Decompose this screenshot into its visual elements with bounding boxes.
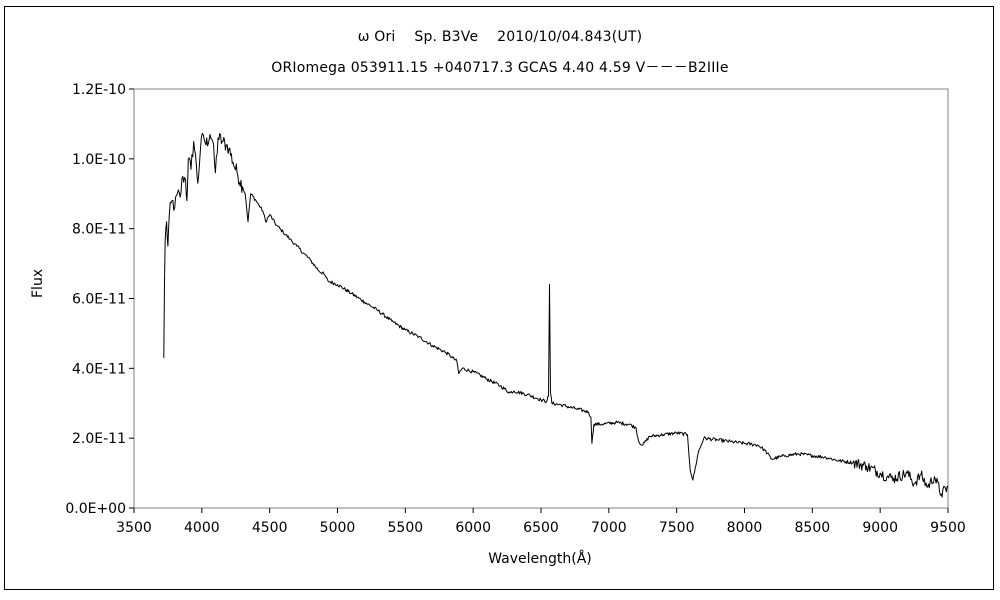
x-tick-label: 9000 — [862, 520, 898, 536]
x-tick-label: 8000 — [727, 520, 763, 536]
x-tick-label: 4500 — [252, 520, 288, 536]
x-tick-label: 6000 — [455, 520, 491, 536]
y-tick-label: 2.0E-11 — [72, 431, 126, 447]
x-tick-label: 4000 — [184, 520, 220, 536]
y-tick-label: 1.2E-10 — [72, 82, 126, 98]
axes: 0.0E+00 2.0E-11 4.0E-11 6.0E-11 8.0E-11 1.0E-… — [65, 82, 965, 536]
x-tick-label: 5000 — [320, 520, 356, 536]
flux-series-line — [163, 132, 949, 498]
y-tick-label: 4.0E-11 — [72, 361, 126, 377]
x-tick-label: 3500 — [116, 520, 152, 536]
y-tick-label: 8.0E-11 — [72, 222, 126, 238]
x-tick-label: 6500 — [523, 520, 559, 536]
chart-title: ω Ori Sp. B3Ve 2010/10/04.843(UT) — [357, 29, 643, 45]
x-tick-label: 7000 — [591, 520, 627, 536]
y-tick-label: 1.0E-10 — [72, 152, 126, 168]
y-tick-label: 6.0E-11 — [72, 292, 126, 308]
x-tick-label: 5500 — [388, 520, 424, 536]
x-axis-label: Wavelength(Å) — [488, 551, 592, 567]
y-axis-label: Flux — [30, 268, 46, 298]
x-tick-label: 9500 — [930, 520, 966, 536]
plot-area — [133, 88, 949, 509]
chart-subtitle: ORIomega 053911.15 +040717.3 GCAS 4.40 4… — [271, 60, 729, 76]
x-tick-label: 7500 — [659, 520, 695, 536]
x-tick-label: 8500 — [795, 520, 831, 536]
y-tick-label: 0.0E+00 — [65, 501, 126, 517]
series-group — [163, 132, 949, 498]
